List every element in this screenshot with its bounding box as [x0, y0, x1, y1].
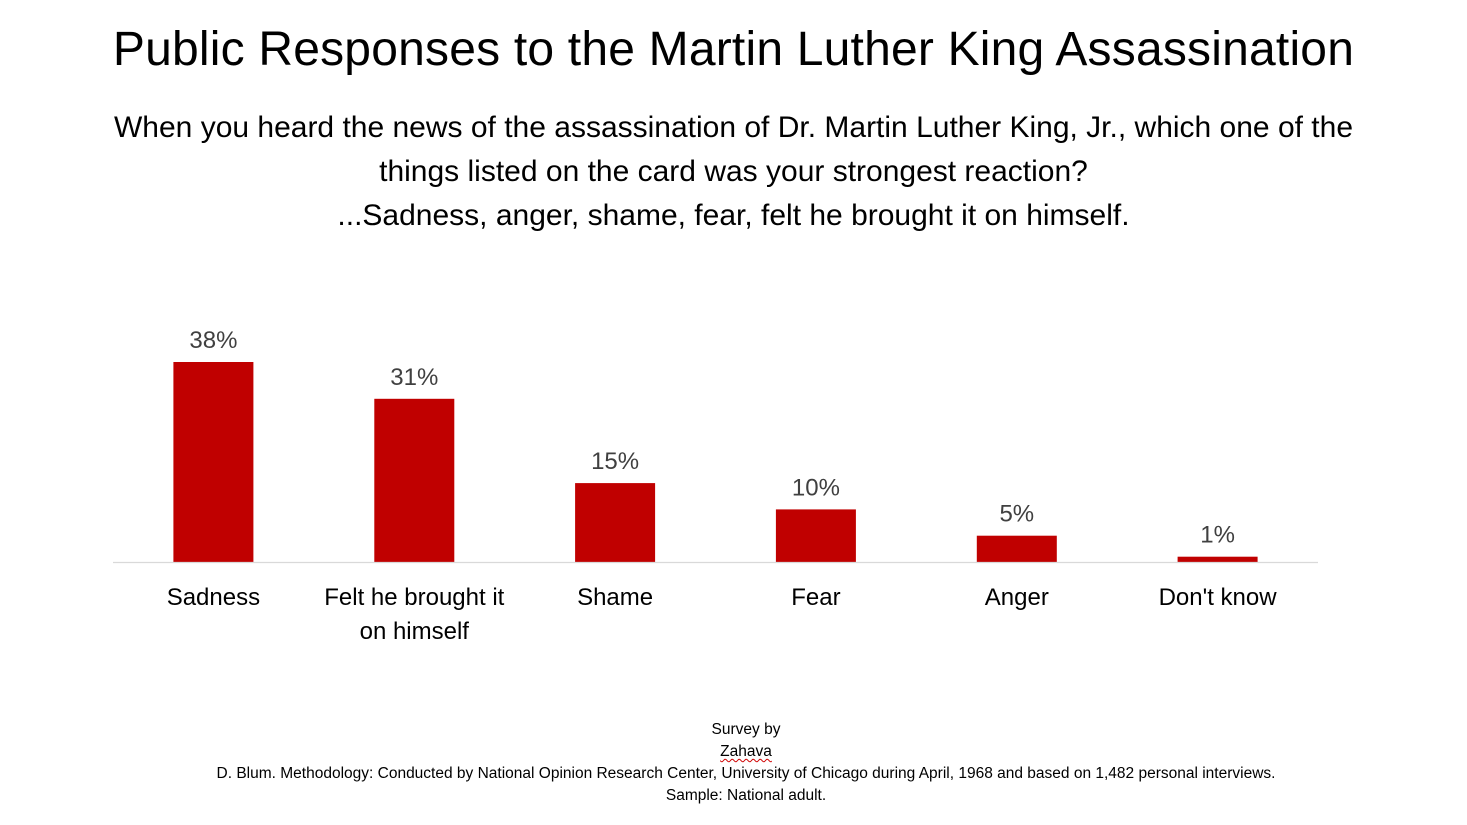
data-label: 31%	[390, 364, 438, 391]
category-label: Sadness	[167, 584, 260, 611]
bar-felt-he-brought-it-on-himself	[374, 398, 455, 562]
category-label-line: Anger	[985, 584, 1049, 611]
category-label-line: Don't know	[1159, 584, 1278, 611]
category-label-line: Sadness	[167, 584, 260, 611]
category-label: Shame	[577, 584, 653, 611]
question-line-1: When you heard the news of the assassina…	[113, 111, 1354, 144]
data-label: 15%	[591, 448, 639, 475]
category-label-line: on himself	[360, 618, 470, 645]
source-note: Survey by Zahava D. Blum. Methodology: C…	[0, 719, 1467, 807]
bar-sadness	[173, 362, 254, 562]
bar-fear	[775, 509, 856, 562]
data-label: 1%	[1200, 522, 1235, 549]
bar-don-t-know	[1177, 556, 1258, 562]
question-line-2: things listed on the card was your stron…	[379, 155, 1088, 188]
category-label-line: Shame	[577, 584, 653, 611]
survey-question: When you heard the news of the assassina…	[20, 106, 1447, 238]
source-line-2: Sample: National adult.	[665, 787, 827, 804]
bar-shame	[575, 483, 656, 562]
source-rest: D. Blum. Methodology: Conducted by Natio…	[216, 765, 1276, 782]
category-label: Fear	[791, 584, 840, 611]
data-label: 10%	[792, 474, 840, 501]
source-line-1: Survey by Zahava D. Blum. Methodology: C…	[0, 719, 1467, 785]
category-label-line: Fear	[791, 584, 840, 611]
category-label-line: Felt he brought it	[324, 584, 504, 611]
category-label: Anger	[985, 584, 1049, 611]
source-author: Zahava	[720, 743, 772, 760]
bar-anger	[976, 535, 1057, 562]
data-label: 38%	[189, 327, 237, 354]
category-label: Don't know	[1159, 584, 1278, 611]
data-label: 5%	[999, 501, 1034, 528]
chart-title: Public Responses to the Martin Luther Ki…	[112, 23, 1355, 76]
source-prefix: Survey by	[711, 721, 781, 738]
category-label: Felt he brought it on himself	[324, 584, 504, 645]
question-line-3: ...Sadness, anger, shame, fear, felt he …	[337, 199, 1130, 232]
